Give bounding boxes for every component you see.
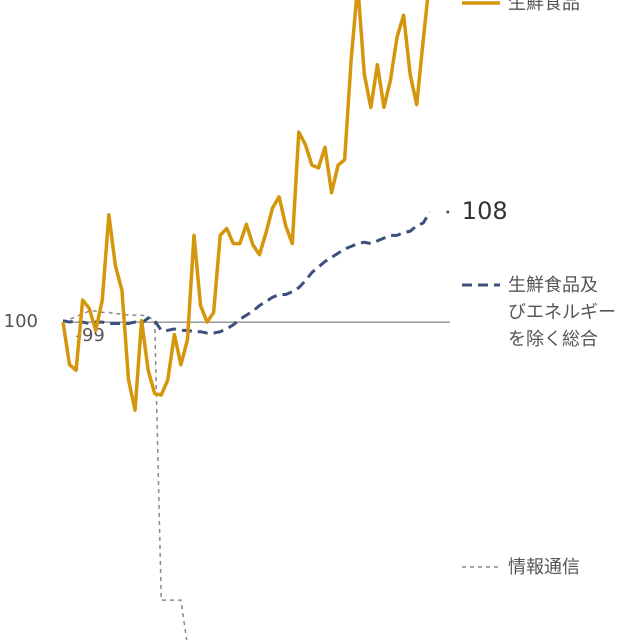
end-dot	[446, 210, 450, 214]
end-label: 108	[462, 197, 508, 225]
line-series	[62, 211, 432, 335]
legend-label: 情報通信	[508, 557, 580, 578]
y-tick-label: 100	[4, 311, 38, 332]
line-series	[61, 0, 430, 412]
legend-label: 生鮮食品及 びエネルギー を除く総合	[508, 275, 616, 350]
legend-label: 生鮮食品	[508, 0, 580, 14]
line-series	[62, 310, 188, 644]
